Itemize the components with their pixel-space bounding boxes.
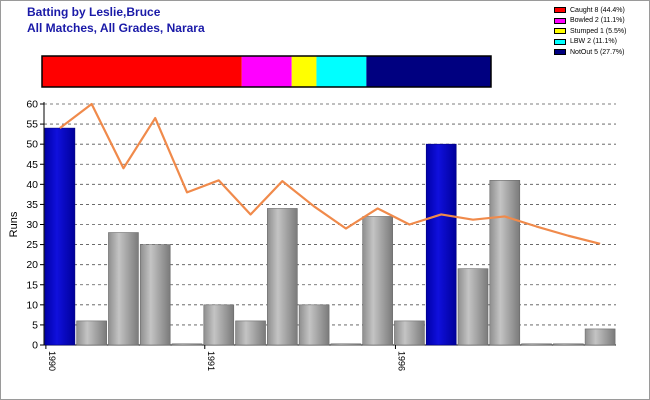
legend-item: Caught 8 (44.4%): [554, 5, 626, 16]
y-axis-label: Runs: [8, 211, 20, 237]
y-tick-label: 55: [26, 119, 38, 131]
legend-item: Bowled 2 (11.1%): [554, 16, 626, 27]
y-tick-label: 35: [26, 199, 38, 211]
average-line: [59, 102, 601, 245]
innings-bar: [584, 328, 616, 346]
x-tick-label: 1990: [47, 351, 57, 371]
x-tick-label: 1996: [396, 351, 406, 371]
legend-label: Stumped 1 (5.5%): [570, 27, 627, 35]
chart-title: Batting by Leslie,Bruce: [27, 5, 161, 19]
innings-bar: [44, 127, 76, 346]
y-tick-label: 45: [26, 159, 38, 171]
legend-label: Bowled 2 (11.1%): [570, 17, 625, 25]
legend-swatch: [554, 7, 566, 14]
innings-bar: [521, 343, 552, 346]
chart-subtitle: All Matches, All Grades, Narara: [27, 21, 205, 35]
legend-item: Stumped 1 (5.5%): [554, 26, 626, 37]
y-tick-label: 40: [26, 179, 38, 191]
y-tick-label: 5: [32, 319, 38, 331]
y-tick-label: 30: [26, 219, 38, 231]
legend-label: LBW 2 (11.1%): [570, 38, 617, 46]
innings-bar: [235, 320, 266, 346]
dismissal-bar-border: [41, 55, 492, 88]
legend-swatch: [554, 49, 566, 56]
legend-swatch: [554, 17, 566, 24]
x-tick-label: 1991: [206, 351, 216, 371]
dismissal-segment: [291, 56, 317, 87]
dismissal-segment: [366, 56, 491, 87]
y-tick-label: 0: [32, 340, 38, 352]
y-tick-label: 50: [26, 139, 38, 151]
y-tick-label: 60: [26, 99, 38, 111]
y-tick-label: 10: [26, 299, 38, 311]
innings-bar: [425, 143, 457, 346]
dismissal-segment: [42, 56, 242, 87]
innings-bar: [489, 180, 521, 346]
legend-swatch: [554, 28, 566, 35]
innings-bar: [139, 244, 171, 346]
innings-bar: [553, 343, 584, 346]
legend-item: NotOut 5 (27.7%): [554, 47, 626, 58]
dismissal-segment: [316, 56, 367, 87]
innings-bar: [330, 343, 362, 346]
y-tick-label: 15: [26, 279, 38, 291]
innings-bar: [76, 320, 107, 346]
legend-label: NotOut 5 (27.7%): [570, 48, 625, 56]
innings-bar: [171, 343, 203, 346]
innings-bar: [203, 304, 235, 346]
innings-bar: [108, 232, 139, 346]
y-tick-label: 20: [26, 259, 38, 271]
dismissal-segment: [241, 56, 292, 87]
legend-swatch: [554, 38, 566, 45]
innings-bar: [457, 268, 489, 346]
legend: Caught 8 (44.4%) Bowled 2 (11.1%) Stumped …: [554, 5, 626, 58]
innings-bar: [267, 208, 298, 346]
innings-bar: [394, 320, 425, 346]
y-tick-label: 25: [26, 239, 38, 251]
legend-item: LBW 2 (11.1%): [554, 37, 626, 48]
innings-bar: [362, 216, 393, 346]
innings-bar: [298, 304, 330, 346]
legend-label: Caught 8 (44.4%): [570, 6, 625, 14]
